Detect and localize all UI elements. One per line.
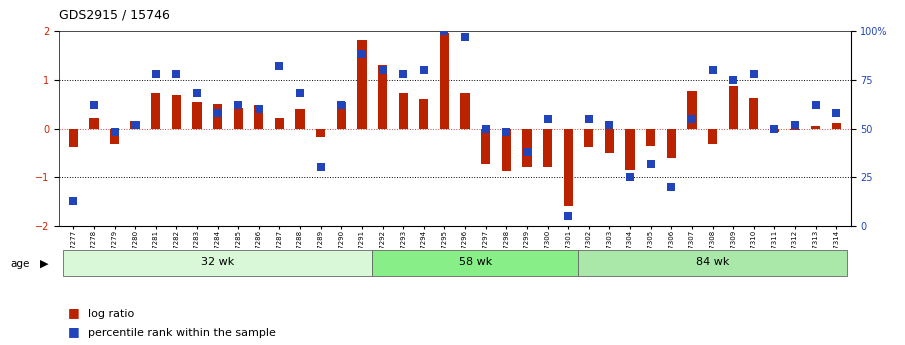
Point: [272, 63, 287, 69]
Point: [210, 110, 224, 116]
Point: [148, 71, 163, 77]
Bar: [295, 109, 305, 128]
Point: [169, 71, 184, 77]
Bar: [646, 128, 655, 146]
Point: [623, 175, 637, 180]
Point: [313, 165, 328, 170]
Point: [499, 130, 513, 135]
Text: 84 wk: 84 wk: [696, 257, 729, 267]
Bar: [398, 93, 408, 128]
Point: [87, 102, 101, 108]
Bar: [357, 40, 367, 128]
Text: 32 wk: 32 wk: [201, 257, 234, 267]
Bar: [729, 86, 738, 128]
Point: [252, 106, 266, 112]
Bar: [110, 128, 119, 144]
Point: [396, 71, 411, 77]
Point: [726, 77, 740, 82]
Point: [231, 102, 245, 108]
Point: [829, 110, 843, 116]
Bar: [69, 128, 78, 147]
Bar: [667, 128, 676, 158]
Bar: [605, 128, 614, 153]
Point: [747, 71, 761, 77]
Bar: [440, 33, 449, 128]
Point: [190, 91, 205, 96]
FancyBboxPatch shape: [63, 250, 372, 276]
Point: [561, 214, 576, 219]
Point: [767, 126, 782, 131]
Bar: [172, 95, 181, 128]
Bar: [811, 126, 820, 128]
Bar: [625, 128, 634, 170]
FancyBboxPatch shape: [578, 250, 846, 276]
Point: [458, 34, 472, 40]
Bar: [275, 118, 284, 128]
Point: [108, 130, 122, 135]
Bar: [90, 118, 99, 128]
Bar: [832, 123, 841, 128]
Text: ▶: ▶: [40, 259, 48, 269]
Point: [437, 28, 452, 34]
Point: [808, 102, 823, 108]
Point: [685, 116, 700, 121]
Point: [582, 116, 596, 121]
Bar: [130, 121, 139, 128]
Bar: [151, 93, 160, 128]
Text: 58 wk: 58 wk: [459, 257, 492, 267]
Point: [643, 161, 658, 166]
Bar: [378, 65, 387, 128]
Point: [540, 116, 555, 121]
Text: log ratio: log ratio: [88, 309, 134, 319]
Point: [376, 67, 390, 73]
Point: [416, 67, 431, 73]
Bar: [316, 128, 326, 137]
Bar: [543, 128, 552, 167]
Bar: [254, 105, 263, 128]
Bar: [419, 99, 428, 128]
Bar: [749, 98, 758, 128]
Bar: [584, 128, 594, 147]
Point: [128, 122, 142, 127]
Bar: [687, 90, 697, 128]
Point: [334, 102, 348, 108]
Bar: [337, 102, 346, 128]
FancyBboxPatch shape: [372, 250, 578, 276]
Point: [519, 149, 534, 155]
Point: [664, 184, 679, 190]
Bar: [481, 128, 491, 164]
Point: [66, 198, 81, 204]
Bar: [564, 128, 573, 206]
Text: ■: ■: [68, 325, 80, 338]
Bar: [522, 128, 531, 168]
Point: [479, 126, 493, 131]
Text: age: age: [11, 259, 30, 269]
Text: GDS2915 / 15746: GDS2915 / 15746: [59, 9, 170, 22]
Point: [355, 52, 369, 57]
Bar: [233, 108, 243, 128]
Point: [293, 91, 308, 96]
Point: [602, 122, 616, 127]
Text: percentile rank within the sample: percentile rank within the sample: [88, 328, 276, 338]
Point: [705, 67, 719, 73]
Bar: [770, 128, 779, 132]
Bar: [708, 128, 717, 144]
Bar: [213, 104, 223, 128]
Bar: [461, 93, 470, 128]
Bar: [790, 128, 800, 130]
Bar: [193, 102, 202, 128]
Point: [787, 122, 802, 127]
Bar: [501, 128, 511, 171]
Text: ■: ■: [68, 306, 80, 319]
